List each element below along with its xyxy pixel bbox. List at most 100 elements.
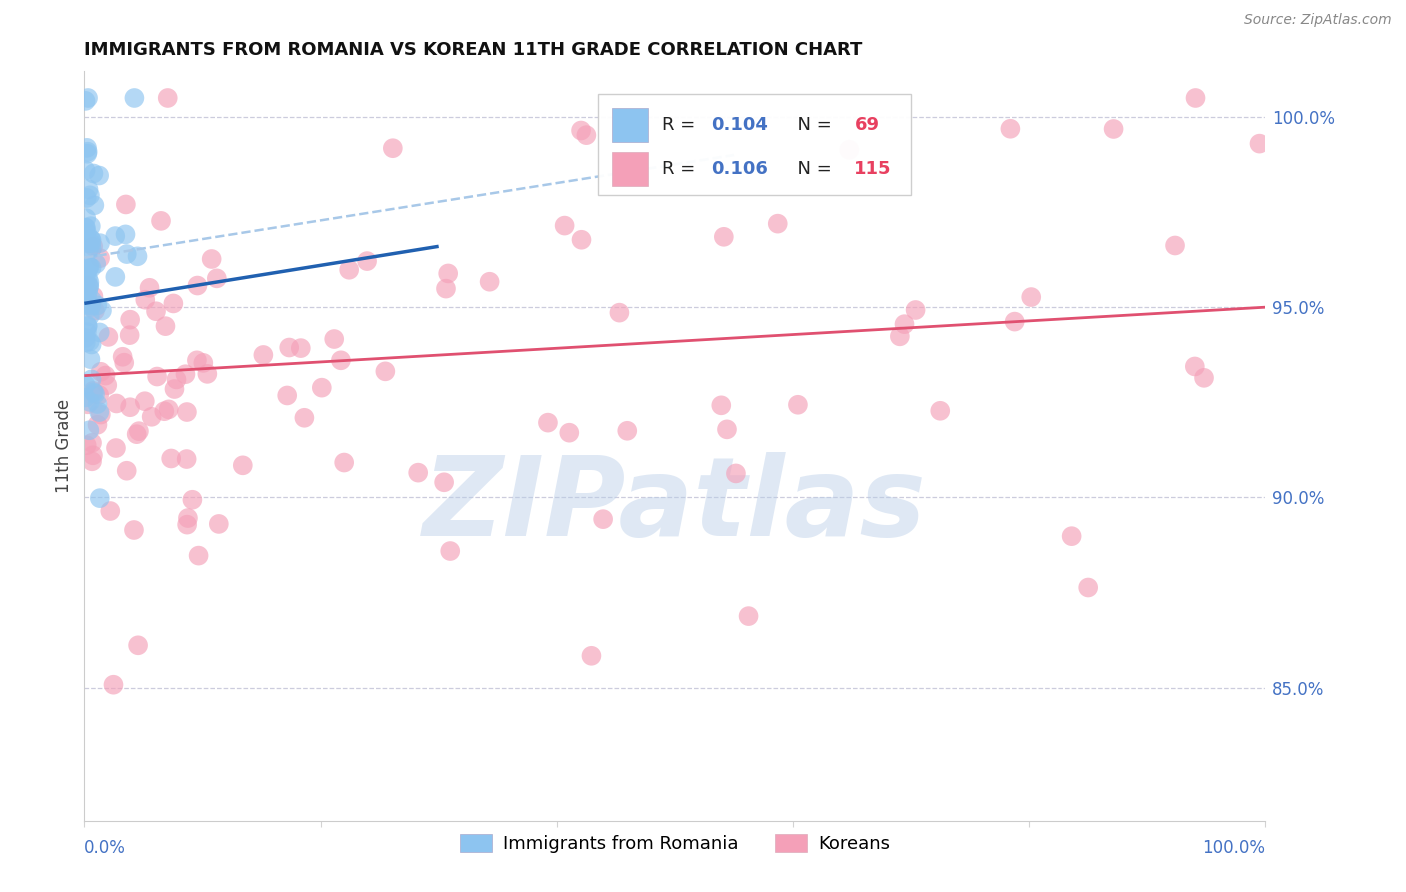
- Point: [77, 280, 100, 294]
- Point: [76, 397, 98, 411]
- Point: [208, 516, 231, 531]
- Point: [437, 267, 460, 281]
- Point: [290, 341, 312, 355]
- Point: [79, 423, 101, 437]
- Point: [79, 260, 101, 274]
- Point: [125, 427, 148, 442]
- Point: [89, 405, 111, 419]
- Point: [232, 458, 254, 473]
- Point: [82, 289, 104, 303]
- Point: [1184, 359, 1206, 374]
- Point: [616, 424, 638, 438]
- Point: [103, 678, 125, 692]
- Point: [157, 402, 180, 417]
- Point: [124, 91, 146, 105]
- Point: [77, 278, 100, 293]
- Point: [252, 348, 274, 362]
- Point: [77, 236, 100, 251]
- Point: [80, 337, 103, 351]
- Point: [162, 296, 184, 310]
- Point: [89, 251, 111, 265]
- Point: [76, 289, 98, 303]
- Point: [155, 319, 177, 334]
- Point: [82, 384, 104, 398]
- Point: [160, 451, 183, 466]
- Point: [76, 146, 98, 161]
- Point: [104, 269, 127, 284]
- Point: [558, 425, 581, 440]
- Point: [104, 229, 127, 244]
- Point: [79, 275, 101, 289]
- Point: [156, 91, 179, 105]
- Point: [80, 233, 103, 247]
- Point: [75, 275, 97, 289]
- Point: [439, 544, 461, 558]
- Point: [276, 388, 298, 402]
- Point: [76, 438, 98, 452]
- Point: [554, 219, 576, 233]
- Point: [79, 334, 101, 349]
- Text: ZIPatlas: ZIPatlas: [423, 452, 927, 559]
- Point: [1249, 136, 1271, 151]
- Y-axis label: 11th Grade: 11th Grade: [55, 399, 73, 493]
- Point: [166, 372, 188, 386]
- Point: [76, 318, 98, 333]
- Point: [104, 441, 127, 455]
- Text: Source: ZipAtlas.com: Source: ZipAtlas.com: [1244, 13, 1392, 28]
- Point: [77, 270, 100, 285]
- Point: [128, 424, 150, 438]
- Point: [571, 233, 593, 247]
- Point: [1000, 121, 1022, 136]
- FancyBboxPatch shape: [598, 94, 911, 195]
- Point: [76, 141, 98, 155]
- Point: [929, 404, 952, 418]
- Point: [141, 409, 163, 424]
- Text: 69: 69: [855, 116, 879, 135]
- Point: [89, 326, 111, 340]
- Text: 0.0%: 0.0%: [84, 839, 127, 857]
- Point: [89, 491, 111, 505]
- Text: 115: 115: [855, 160, 891, 178]
- Point: [186, 278, 208, 293]
- Point: [112, 356, 135, 370]
- Point: [329, 353, 352, 368]
- Point: [122, 523, 145, 537]
- Point: [80, 260, 103, 275]
- Text: N =: N =: [786, 116, 838, 135]
- Point: [134, 293, 156, 307]
- Point: [893, 317, 915, 331]
- Point: [76, 325, 98, 339]
- Point: [83, 198, 105, 212]
- Text: 100.0%: 100.0%: [1202, 839, 1265, 857]
- Point: [1184, 91, 1206, 105]
- Point: [115, 197, 138, 211]
- Point: [82, 239, 104, 253]
- Point: [181, 492, 204, 507]
- Point: [713, 229, 735, 244]
- Point: [79, 300, 101, 314]
- Point: [79, 309, 101, 323]
- Point: [80, 236, 103, 251]
- Point: [1060, 529, 1083, 543]
- Point: [89, 169, 111, 183]
- Point: [333, 456, 356, 470]
- Point: [145, 304, 167, 318]
- Point: [838, 143, 860, 157]
- Point: [80, 219, 103, 234]
- Point: [75, 220, 97, 235]
- Point: [76, 145, 98, 159]
- Point: [205, 271, 228, 285]
- Point: [80, 232, 103, 246]
- Point: [77, 91, 100, 105]
- Point: [79, 188, 101, 202]
- Point: [134, 394, 156, 409]
- Point: [76, 319, 98, 334]
- Point: [75, 220, 97, 235]
- Point: [569, 123, 592, 137]
- Point: [356, 254, 378, 268]
- Point: [77, 182, 100, 196]
- Point: [150, 214, 173, 228]
- Point: [120, 401, 142, 415]
- Point: [82, 448, 104, 462]
- Point: [176, 517, 198, 532]
